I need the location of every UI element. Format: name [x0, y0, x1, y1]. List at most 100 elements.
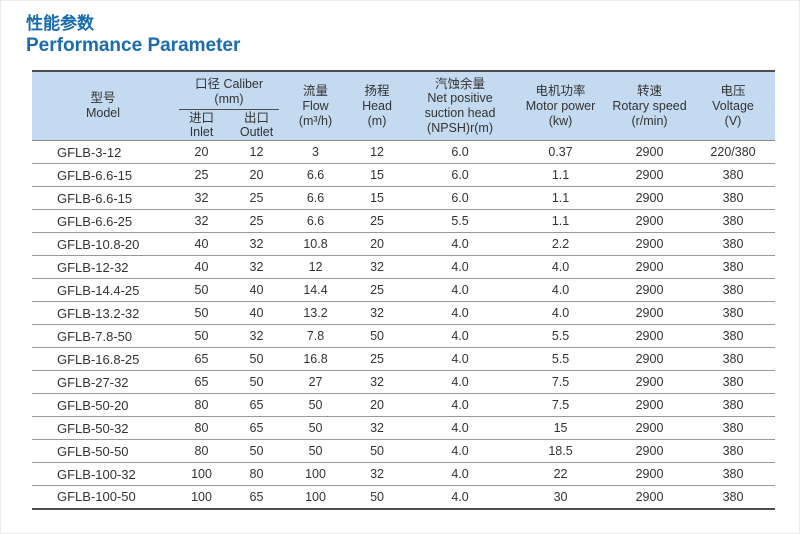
model-cell: GFLB-10.8-20 — [32, 232, 174, 256]
power-cell: 4.0 — [513, 255, 609, 279]
outlet-cell: 32 — [229, 324, 285, 348]
speed-cell: 2900 — [608, 186, 692, 210]
column-header-npsh: 汽蚀余量 Net positive suction head (NPSH)r(m… — [407, 71, 514, 142]
npsh-cell: 5.5 — [407, 209, 514, 233]
power-cell: 2.2 — [513, 232, 609, 256]
inlet-cell: 65 — [174, 347, 229, 371]
head-cell: 25 — [347, 278, 408, 302]
inlet-cell: 80 — [174, 416, 229, 440]
voltage-cell: 380 — [691, 393, 776, 417]
speed-cell: 2900 — [608, 393, 692, 417]
power-cell: 1.1 — [513, 209, 609, 233]
head-header-zh: 扬程 — [364, 84, 390, 99]
flow-cell: 100 — [284, 462, 348, 486]
power-cell: 7.5 — [513, 370, 609, 394]
npsh-cell: 4.0 — [407, 439, 514, 463]
flow-cell: 12 — [284, 255, 348, 279]
head-cell: 32 — [347, 301, 408, 325]
flow-cell: 6.6 — [284, 186, 348, 210]
caliber-subheader-divider — [179, 108, 280, 110]
inlet-cell: 100 — [174, 485, 229, 509]
column-header-voltage: 电压 Voltage (V) — [691, 71, 776, 142]
flow-cell: 27 — [284, 370, 348, 394]
table-row: GFLB-16.8-25 65 50 16.8 25 4.0 5.5 2900 380 — [32, 347, 776, 371]
head-cell: 32 — [347, 416, 408, 440]
head-cell: 50 — [347, 439, 408, 463]
inlet-header-en: Inlet — [189, 125, 214, 140]
inlet-cell: 80 — [174, 393, 229, 417]
power-cell: 30 — [513, 485, 609, 509]
outlet-cell: 12 — [249, 144, 264, 159]
flow-header-zh: 流量 — [303, 84, 329, 99]
head-cell: 25 — [347, 347, 408, 371]
model-header-zh: 型号 — [90, 91, 116, 106]
outlet-cell: 50 — [229, 347, 285, 371]
inlet-cell: 40 — [174, 255, 229, 279]
speed-cell: 2900 — [608, 347, 692, 371]
power-cell: 7.5 — [513, 393, 609, 417]
inlet-cell: 65 — [174, 370, 229, 394]
table-row: GFLB-6.6-15 32 25 6.6 15 6.0 1.1 2900 380 — [32, 186, 776, 210]
voltage-header-zh: 电压 — [720, 84, 746, 99]
speed-cell: 2900 — [608, 485, 692, 509]
table-row: GFLB-6.6-15 25 20 6.6 15 6.0 1.1 2900 380 — [32, 163, 776, 187]
table-header: 型号 Model 口径 Caliber (mm) 进口 Inlet — [32, 71, 776, 142]
flow-cell: 50 — [284, 393, 348, 417]
inlet-cell: 20 — [194, 144, 209, 159]
inlet-header-zh: 进口 — [189, 110, 215, 125]
outlet-cell: 32 — [229, 255, 285, 279]
inlet-cell: 25 — [174, 163, 229, 187]
npsh-cell: 4.0 — [407, 232, 514, 256]
page-title-chinese: 性能参数 — [26, 14, 94, 33]
inlet-cell: 40 — [174, 232, 229, 256]
column-header-head: 扬程 Head (m) — [347, 71, 408, 142]
speed-cell: 2900 — [608, 301, 692, 325]
outlet-cell: 40 — [229, 278, 285, 302]
npsh-cell: 6.0 — [407, 163, 514, 187]
power-cell: 0.37 — [548, 144, 573, 159]
caliber-header-unit: (mm) — [214, 91, 244, 106]
flow-header-unit: (m³/h) — [298, 113, 333, 128]
voltage-cell: 380 — [691, 347, 776, 371]
table-row: GFLB-12-32 40 32 12 32 4.0 4.0 2900 380 — [32, 255, 776, 279]
speed-cell: 2900 — [608, 278, 692, 302]
npsh-cell: 4.0 — [407, 416, 514, 440]
outlet-cell: 50 — [229, 439, 285, 463]
header-row: 型号 Model 口径 Caliber (mm) 进口 Inlet — [32, 71, 776, 142]
voltage-cell: 380 — [691, 301, 776, 325]
speed-cell: 2900 — [608, 370, 692, 394]
power-cell: 1.1 — [513, 163, 609, 187]
column-header-flow: 流量 Flow (m³/h) — [284, 71, 348, 142]
table-row: GFLB-7.8-50 50 32 7.8 50 4.0 5.5 2900 380 — [32, 324, 776, 348]
model-cell: GFLB-27-32 — [32, 370, 174, 394]
voltage-cell: 380 — [691, 462, 776, 486]
head-cell: 12 — [370, 144, 384, 159]
table-row: GFLB-100-50 100 65 100 50 4.0 30 2900 380 — [32, 485, 776, 509]
outlet-header-en: Outlet — [239, 125, 274, 140]
voltage-header-en: Voltage — [712, 98, 754, 113]
voltage-cell: 380 — [691, 485, 776, 509]
model-cell: GFLB-7.8-50 — [32, 324, 174, 348]
model-cell: GFLB-100-32 — [32, 462, 174, 486]
speed-cell: 2900 — [608, 232, 692, 256]
npsh-cell: 4.0 — [407, 370, 514, 394]
model-cell: GFLB-6.6-15 — [32, 186, 174, 210]
outlet-cell: 65 — [229, 485, 285, 509]
head-cell: 32 — [347, 370, 408, 394]
voltage-cell: 380 — [691, 370, 776, 394]
voltage-cell: 220/380 — [710, 144, 756, 159]
voltage-cell: 380 — [691, 324, 776, 348]
outlet-cell: 65 — [229, 416, 285, 440]
voltage-cell: 380 — [691, 439, 776, 463]
table-row: GFLB-10.8-20 40 32 10.8 20 4.0 2.2 2900 380 — [32, 232, 776, 256]
outlet-cell: 40 — [229, 301, 285, 325]
npsh-cell: 4.0 — [407, 278, 514, 302]
voltage-cell: 380 — [691, 186, 776, 210]
head-cell: 20 — [347, 393, 408, 417]
head-header-en: Head — [362, 98, 392, 113]
table-row: GFLB-13.2-32 50 40 13.2 32 4.0 4.0 2900 380 — [32, 301, 776, 325]
head-cell: 15 — [347, 163, 408, 187]
power-header-en: Motor power — [525, 98, 596, 113]
power-cell: 5.5 — [513, 347, 609, 371]
npsh-cell: 4.0 — [407, 393, 514, 417]
